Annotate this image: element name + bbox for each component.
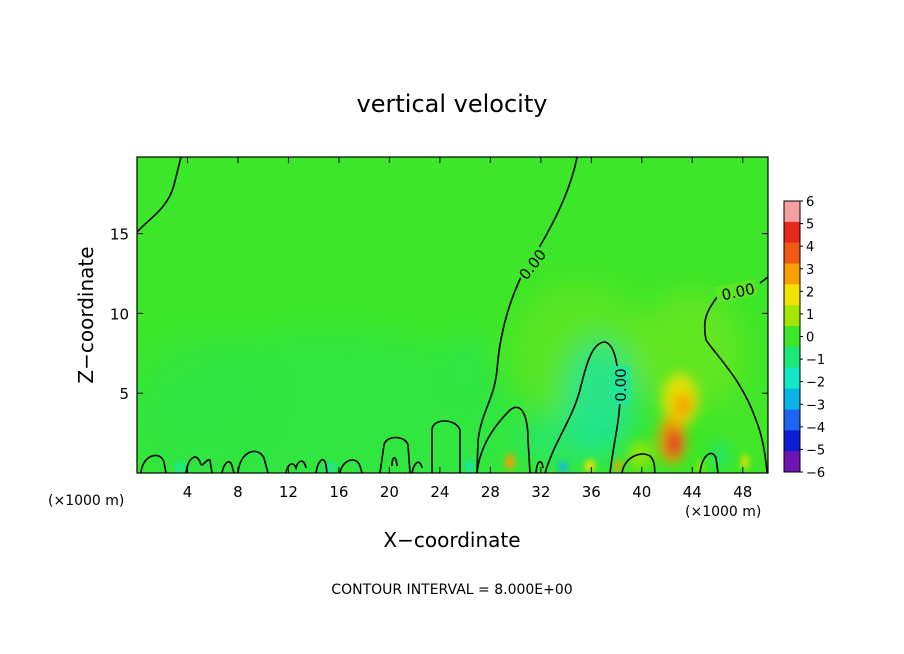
field-region xyxy=(456,332,484,388)
x-tick-label: 16 xyxy=(329,483,348,501)
zero-contour-line xyxy=(535,460,544,473)
field-region xyxy=(635,290,745,410)
colorbar-segment xyxy=(784,388,800,410)
colorbar-segment xyxy=(784,346,800,369)
y-axis-ticks: 5 10 15 xyxy=(110,226,768,403)
field-region xyxy=(628,441,652,469)
field-region xyxy=(174,463,186,473)
zero-contour-line xyxy=(315,458,328,473)
zero-contour-line xyxy=(699,452,719,473)
x-axis-unit-right: (×1000 m) xyxy=(685,504,761,520)
colorbar-segment xyxy=(784,201,800,223)
x-tick-label: 20 xyxy=(380,483,399,501)
zero-contour-line xyxy=(476,406,531,473)
x-tick-label: 40 xyxy=(632,483,651,501)
field-region xyxy=(585,459,595,473)
colorbar-label: −4 xyxy=(806,421,825,436)
field-region xyxy=(710,441,730,469)
zero-contour-line xyxy=(221,461,235,473)
zero-contour-line xyxy=(411,461,423,473)
colorbar-label: 2 xyxy=(806,285,814,300)
zero-contour-line xyxy=(339,459,363,473)
x-tick-label: 4 xyxy=(183,483,193,501)
colorbar-label: −2 xyxy=(806,376,825,391)
colorbar: 6 5 4 3 2 1 0 −1 −2 −3 −4 −5 −6 xyxy=(783,195,825,481)
zero-contour-line xyxy=(185,456,213,473)
x-tick-label: 48 xyxy=(733,483,752,501)
field-region xyxy=(558,461,568,473)
zero-contour-line xyxy=(379,436,411,473)
colorbar-label: 1 xyxy=(806,308,814,323)
x-axis-label: X−coordinate xyxy=(383,528,520,552)
field-region xyxy=(520,412,600,468)
colorbar-label: 6 xyxy=(806,195,814,210)
x-tick-label: 32 xyxy=(531,483,550,501)
contour-interval-footer: CONTOUR INTERVAL = 8.000E+00 xyxy=(331,582,572,598)
colorbar-segment xyxy=(784,430,800,452)
field-region xyxy=(614,459,622,473)
colorbar-segment xyxy=(784,367,800,390)
zero-contour-line xyxy=(431,420,461,473)
zero-contour-line xyxy=(759,276,768,284)
field-region xyxy=(673,393,693,417)
colorbar-label: 0 xyxy=(806,331,814,346)
x-tick-label: 8 xyxy=(233,483,243,501)
plot-frame xyxy=(136,156,769,474)
field-region xyxy=(505,454,515,470)
y-axis-label: Z−coordinate xyxy=(74,246,98,383)
zero-contour-line xyxy=(621,453,656,473)
y-tick-label: 5 xyxy=(119,385,129,403)
field-region xyxy=(465,460,475,472)
contour-label-bg xyxy=(612,366,630,404)
colorbar-segment xyxy=(784,284,800,306)
colorbar-label: 3 xyxy=(806,263,814,278)
x-tick-label: 24 xyxy=(430,483,449,501)
x-axis-unit-left: (×1000 m) xyxy=(48,493,124,509)
contour-label-bg xyxy=(714,279,758,303)
x-tick-label: 36 xyxy=(582,483,601,501)
colorbar-label: 4 xyxy=(806,240,814,255)
x-tick-label: 12 xyxy=(279,483,298,501)
colorbar-label: −1 xyxy=(806,353,825,368)
zero-contour-line xyxy=(285,460,307,473)
colorbar-segment xyxy=(784,409,800,431)
y-tick-label: 15 xyxy=(110,226,129,244)
colorbar-segment xyxy=(784,451,800,473)
colorbar-label: −5 xyxy=(806,443,825,458)
zero-contour-line xyxy=(137,157,182,233)
heatmap-field xyxy=(137,157,768,473)
colorbar-segment xyxy=(784,326,800,348)
zero-contour-line xyxy=(544,341,621,473)
field-sharp-regions xyxy=(628,374,730,469)
zero-contour-line xyxy=(140,454,167,473)
chart-title: vertical velocity xyxy=(357,90,548,118)
colorbar-label: −3 xyxy=(806,398,825,413)
contour-label: 0.00 xyxy=(612,368,630,401)
x-tick-label: 44 xyxy=(683,483,702,501)
x-axis-ticks: 4 8 12 16 20 24 28 32 36 40 44 48 xyxy=(183,157,752,501)
field-region xyxy=(741,454,749,470)
colorbar-segment xyxy=(784,221,800,244)
zero-contour-line xyxy=(237,450,269,473)
colorbar-segment xyxy=(784,305,800,327)
zero-contour-line xyxy=(703,295,768,473)
zero-contour-line xyxy=(476,157,578,473)
field-surface-cells xyxy=(174,454,749,473)
colorbar-label: 5 xyxy=(806,218,814,233)
x-tick-label: 28 xyxy=(481,483,500,501)
field-region xyxy=(716,380,764,460)
field-region xyxy=(666,428,682,458)
colorbar-segment xyxy=(784,263,800,285)
zero-contour-line xyxy=(391,456,398,467)
zero-contours xyxy=(137,157,768,473)
colorbar-segment xyxy=(784,242,800,265)
contour-label-bg xyxy=(514,244,550,284)
field-region xyxy=(137,330,270,450)
colorbar-label: −6 xyxy=(806,466,825,481)
y-tick-label: 10 xyxy=(110,305,129,323)
